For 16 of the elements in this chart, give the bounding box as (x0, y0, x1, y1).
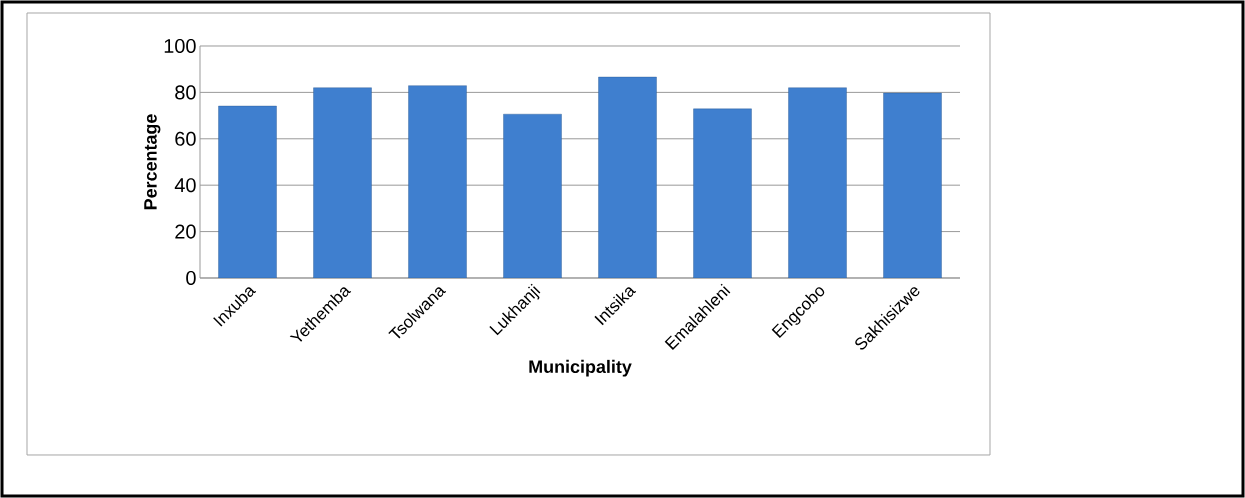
bar (693, 108, 752, 278)
y-tick-label: 0 (186, 270, 196, 286)
y-tick-label: 40 (174, 178, 196, 193)
y-tick-label: 100 (164, 38, 196, 54)
bar (408, 85, 467, 278)
y-tick-label: 80 (175, 85, 196, 100)
bar (503, 114, 562, 278)
y-tick-label: 20 (175, 224, 196, 239)
x-axis-title: Municipality (529, 359, 632, 377)
y-axis-title: Percentage (144, 114, 161, 210)
bar (218, 106, 277, 278)
bar (598, 77, 657, 278)
bar (883, 92, 942, 278)
bar (788, 87, 847, 278)
y-tick-label: 60 (175, 131, 196, 146)
bar (313, 87, 372, 278)
